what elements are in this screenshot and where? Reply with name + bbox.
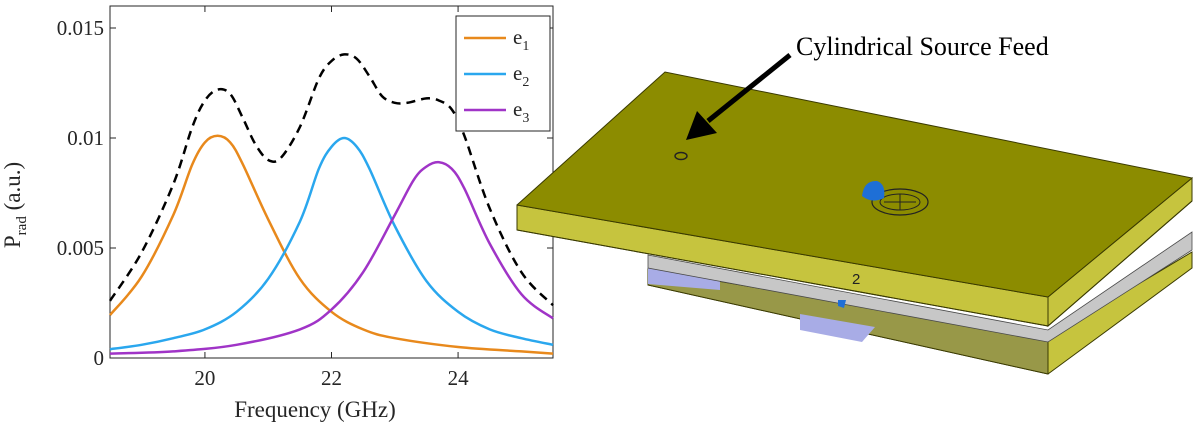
chart: 0 0.005 0.01 0.015 20 22 24 Frequency (GHz) P… xyxy=(0,5,554,422)
x-ticks: 20 22 24 xyxy=(194,6,469,390)
y-tick-label: 0.015 xyxy=(57,16,104,40)
middle-layer xyxy=(647,231,1193,343)
y-axis-title-unit: (a.u.) xyxy=(0,162,25,216)
legend-label-e1: e1 xyxy=(513,25,529,54)
cavity-ring xyxy=(871,188,929,216)
port-marker xyxy=(838,300,846,308)
x-tick-label: 20 xyxy=(194,366,215,390)
x-axis-title: Frequency (GHz) xyxy=(234,397,396,422)
series-layer xyxy=(108,53,554,355)
legend-entry-e1: e1 xyxy=(464,25,529,54)
annotation-label: Cylindrical Source Feed xyxy=(796,32,1049,61)
upper-plate-top xyxy=(517,72,1192,297)
feed-hole xyxy=(674,151,688,161)
y-tick-label: 0.01 xyxy=(67,126,104,150)
legend-entry-e3: e3 xyxy=(464,97,529,126)
blue-port-shape xyxy=(862,180,885,201)
legend-label-e3: e3 xyxy=(513,97,529,126)
annotation-arrow-shaft xyxy=(706,53,792,123)
legend-label-e2: e2 xyxy=(513,61,529,90)
port-region-front xyxy=(800,314,875,342)
y-tick-label: 0 xyxy=(94,346,105,370)
port-label: 2 xyxy=(852,271,860,288)
annotation-arrowhead xyxy=(686,111,717,140)
y-axis-title-sub: rad xyxy=(14,216,30,236)
y-tick-label: 0.005 xyxy=(57,236,104,260)
series-line-e3 xyxy=(109,160,554,355)
cavity-spokes xyxy=(884,194,916,210)
series-line-e1 xyxy=(109,134,554,355)
series-line-total xyxy=(108,53,554,307)
x-tick-label: 22 xyxy=(321,366,342,390)
antenna-illustration: 2 Cylindrical Source Feed xyxy=(516,32,1194,375)
x-tick-label: 24 xyxy=(448,366,470,390)
y-axis-title-main: P xyxy=(0,235,25,248)
legend: e1 e2 e3 xyxy=(455,15,551,132)
legend-entry-e2: e2 xyxy=(464,61,529,90)
y-axis-title: Prad (a.u.) xyxy=(0,162,30,248)
plate-edges xyxy=(516,71,1194,298)
series-line-e2 xyxy=(109,136,554,351)
y-ticks: 0 0.005 0.01 0.015 xyxy=(57,16,553,370)
